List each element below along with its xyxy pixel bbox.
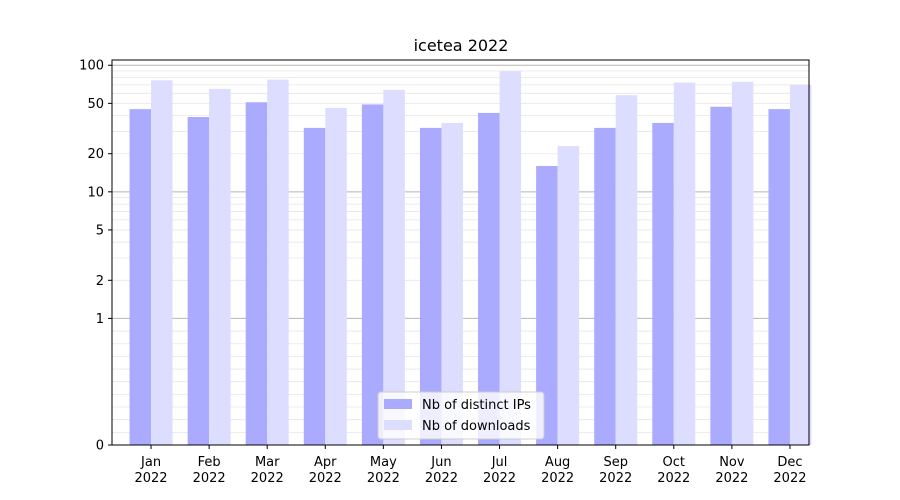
x-tick-label-month: Feb [198,455,221,470]
bar-downloads [731,81,754,445]
x-axis: Jan2022Feb2022Mar2022Apr2022May2022Jun20… [134,445,807,486]
y-tick-label: 20 [87,147,104,162]
bar-distinct-ips [129,109,152,446]
bars [129,71,812,446]
y-tick-label: 1 [96,312,104,327]
y-tick-label: 5 [96,223,104,238]
x-tick-label-month: Jul [491,455,508,470]
bar-distinct-ips [652,122,674,445]
y-tick-label: 50 [87,97,104,112]
bar-distinct-ips [361,104,384,445]
y-tick-label: 10 [87,185,104,200]
plot-frame [111,59,810,446]
x-tick-label-month: Nov [719,455,745,470]
bar-downloads [325,107,347,446]
x-tick-label-year: 2022 [309,471,342,486]
bar-downloads [789,84,812,445]
y-axis: 0 1 2 5 10 20 50 100 [79,59,112,454]
x-tick-label-month: Jan [140,455,161,470]
x-tick-label-year: 2022 [134,471,167,486]
x-tick-label-year: 2022 [773,471,806,486]
legend-swatch [384,399,412,409]
legend: Nb of distinct IPs Nb of downloads [377,391,545,440]
x-tick-label-year: 2022 [483,471,516,486]
bar-distinct-ips [303,127,326,445]
x-tick-label-month: Apr [314,455,337,470]
x-tick-label-month: Oct [663,455,685,470]
bar-distinct-ips [245,102,268,445]
x-tick-label-year: 2022 [425,471,458,486]
y-tick-label: 0 [96,439,104,454]
bar-distinct-ips [419,127,442,445]
y-tick-label: 100 [79,59,104,74]
x-tick-label-month: Dec [777,455,802,470]
bar-distinct-ips [187,117,210,446]
x-tick-label-year: 2022 [599,471,632,486]
chart-title: icetea 2022 [414,36,509,55]
bar-distinct-ips [536,165,558,446]
bar-downloads [615,95,638,445]
bar-downloads [499,71,522,446]
x-tick-label-month: May [370,455,397,470]
legend-swatch [384,420,412,430]
y-tick-label: 2 [96,274,104,289]
bar-downloads [151,80,173,446]
x-tick-label-year: 2022 [193,471,226,486]
x-tick-label-year: 2022 [251,471,284,486]
x-tick-label-year: 2022 [367,471,400,486]
x-tick-label-year: 2022 [541,471,574,486]
x-tick-label-year: 2022 [715,471,748,486]
legend-label: Nb of distinct IPs [422,398,531,413]
x-tick-label-year: 2022 [657,471,690,486]
bar-distinct-ips [710,106,732,445]
legend-box [377,391,545,440]
x-tick-label-month: Aug [545,455,570,470]
bar-downloads [441,122,463,445]
bar-downloads [557,146,580,445]
bar-downloads [209,88,231,445]
bar-downloads [383,89,405,445]
x-tick-label-month: Jun [430,455,451,470]
bar-distinct-ips [768,109,790,446]
x-tick-label-month: Sep [603,455,628,470]
x-tick-label-month: Mar [255,455,280,470]
bar-distinct-ips [478,112,500,446]
bar-distinct-ips [594,127,616,445]
bar-downloads [673,82,696,445]
bar-downloads [267,79,289,446]
legend-label: Nb of downloads [422,419,531,434]
